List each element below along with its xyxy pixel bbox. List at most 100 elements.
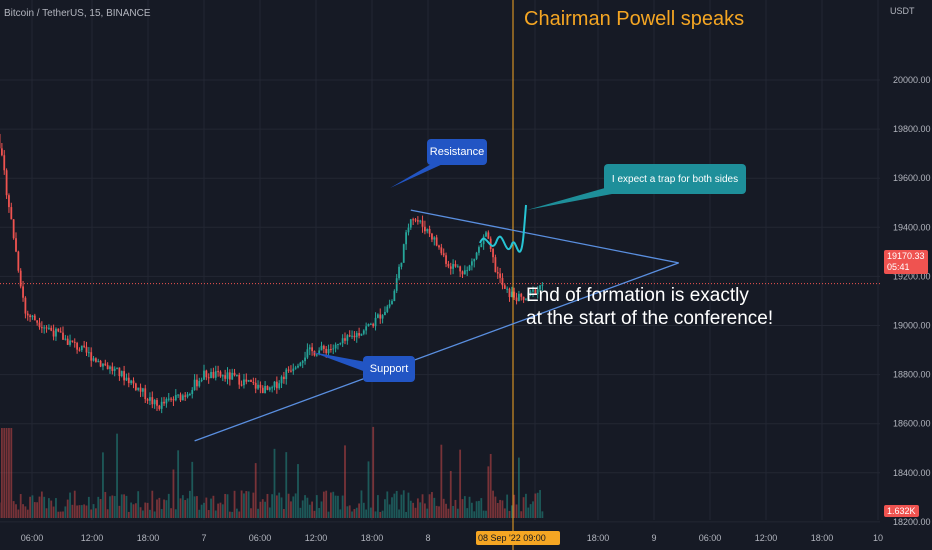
candle-body bbox=[311, 347, 313, 352]
support-callout[interactable]: Support bbox=[363, 356, 415, 382]
volume-bar bbox=[144, 502, 147, 518]
candle-body bbox=[332, 348, 335, 350]
volume-bar bbox=[424, 503, 426, 518]
candle-body bbox=[125, 377, 128, 381]
volume-bar bbox=[320, 501, 323, 518]
price-axis[interactable]: 20000.00 19800.00 19600.00 19400.00 19200.00… bbox=[893, 75, 931, 527]
candle-body bbox=[113, 368, 116, 371]
candle-body bbox=[106, 365, 109, 370]
candle-body bbox=[480, 244, 483, 248]
volume-bar bbox=[489, 453, 492, 518]
volume-bar bbox=[66, 499, 69, 518]
volume-bar bbox=[151, 490, 154, 518]
current-date-tag: 08 Sep '22 09:00 bbox=[476, 531, 560, 545]
candle-body bbox=[189, 393, 191, 395]
volume-bar bbox=[405, 511, 407, 518]
volume-bar bbox=[3, 428, 6, 518]
candle-body bbox=[109, 366, 111, 370]
candle-body bbox=[174, 395, 177, 401]
candle-body bbox=[391, 301, 393, 305]
volume-bar bbox=[271, 494, 274, 518]
volume-bar bbox=[240, 490, 243, 518]
volume-bar bbox=[294, 493, 297, 518]
volume-bar bbox=[189, 490, 191, 518]
volume-bar bbox=[365, 509, 368, 518]
volume-bar bbox=[435, 505, 438, 518]
volume-bar bbox=[381, 510, 384, 518]
volume-bar bbox=[106, 509, 109, 518]
candle-body bbox=[339, 343, 342, 345]
candle-body bbox=[252, 381, 255, 383]
volume-bar bbox=[109, 496, 111, 518]
candle-body bbox=[393, 290, 396, 302]
candle-body bbox=[494, 257, 497, 273]
volume-bar bbox=[334, 495, 337, 518]
volume-bar bbox=[393, 493, 396, 518]
volume-bar bbox=[198, 509, 201, 518]
volume-bar bbox=[238, 511, 241, 518]
volume-bar bbox=[475, 501, 478, 518]
time-tick-label: 06:00 bbox=[21, 533, 44, 543]
candle-body bbox=[160, 401, 163, 409]
trap-callout[interactable]: I expect a trap for both sides bbox=[604, 164, 746, 194]
volume-bar bbox=[26, 509, 29, 518]
volume-bar bbox=[69, 492, 71, 518]
candle-body bbox=[31, 315, 34, 318]
time-axis[interactable]: 06:0012:0018:00706:0012:0018:00809:0018:… bbox=[21, 533, 883, 543]
candle-body bbox=[66, 338, 69, 345]
candle-body bbox=[87, 352, 90, 354]
volume-bar bbox=[134, 503, 137, 518]
volume-bar bbox=[304, 495, 306, 518]
candle-body bbox=[520, 293, 523, 297]
candle-body bbox=[275, 381, 278, 389]
volume-bar bbox=[214, 510, 217, 518]
candle-body bbox=[111, 366, 114, 371]
candle-body bbox=[330, 349, 332, 351]
candle-body bbox=[184, 395, 187, 397]
candle-body bbox=[532, 289, 534, 292]
volume-bar bbox=[12, 501, 15, 518]
volume-bar bbox=[217, 503, 219, 518]
candle-body bbox=[123, 371, 125, 381]
candle-body bbox=[369, 323, 372, 325]
time-tick-label: 8 bbox=[425, 533, 430, 543]
candle-body bbox=[308, 347, 311, 350]
candle-body bbox=[127, 377, 130, 384]
candle-body bbox=[130, 380, 133, 384]
candle-body bbox=[22, 286, 24, 298]
volume-bar bbox=[297, 464, 299, 518]
volume-bar bbox=[525, 493, 527, 518]
volume-bar bbox=[478, 500, 480, 518]
candle-body bbox=[90, 352, 93, 361]
candle-body bbox=[508, 288, 511, 298]
volume-bar bbox=[29, 496, 31, 518]
volume-bar bbox=[252, 492, 255, 518]
candle-body bbox=[36, 320, 39, 323]
volume-bar bbox=[412, 502, 415, 518]
candlestick-series bbox=[0, 133, 544, 414]
volume-bar bbox=[76, 505, 78, 518]
candle-body bbox=[71, 340, 74, 342]
candle-body bbox=[419, 220, 422, 222]
volume-bar bbox=[529, 504, 532, 518]
price-tick-label: 18200.00 bbox=[893, 517, 931, 527]
candle-body bbox=[492, 248, 494, 258]
volume-bar bbox=[160, 509, 163, 518]
volume-bar bbox=[186, 498, 189, 518]
candle-body bbox=[534, 289, 537, 295]
candle-body bbox=[259, 384, 262, 388]
resistance-callout[interactable]: Resistance bbox=[427, 139, 487, 165]
volume-bar bbox=[236, 508, 238, 518]
candle-body bbox=[33, 315, 36, 321]
candle-body bbox=[85, 346, 88, 353]
last-price-value: 19170.33 bbox=[887, 251, 925, 261]
volume-bar bbox=[207, 510, 210, 518]
candle-body bbox=[290, 370, 292, 372]
candle-body bbox=[167, 398, 170, 400]
volume-bar bbox=[421, 494, 424, 518]
candle-body bbox=[362, 330, 365, 334]
volume-bar bbox=[466, 508, 469, 518]
volume-bar bbox=[299, 507, 302, 518]
candle-body bbox=[69, 340, 71, 345]
